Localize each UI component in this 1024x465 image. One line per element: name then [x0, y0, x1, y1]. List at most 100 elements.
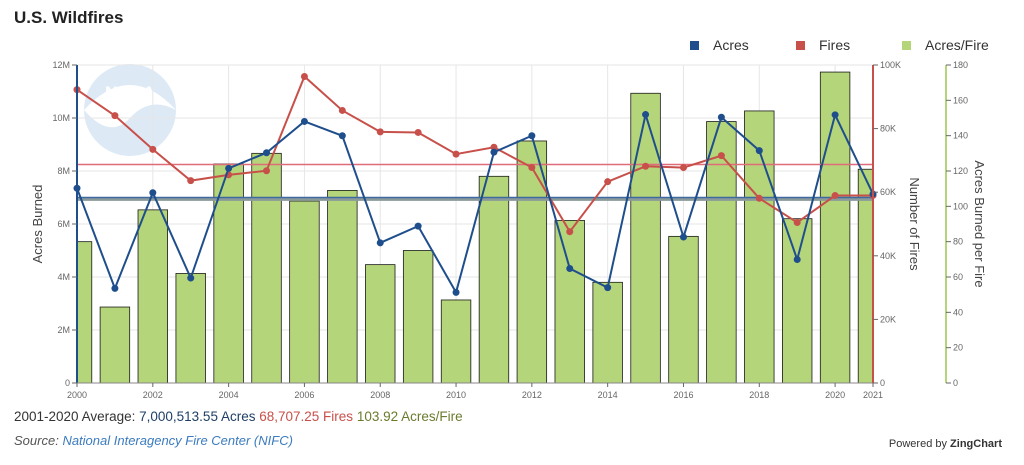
x-tick-label: 2018: [749, 390, 769, 400]
acres-per-fire-bar: [175, 273, 206, 384]
y-acres-per-fire-tick-label: 120: [953, 166, 968, 176]
acres-point: [149, 189, 157, 197]
y-acres-per-fire-tick-label: 20: [953, 343, 963, 353]
x-tick-label: 2008: [370, 390, 390, 400]
acres-point: [414, 222, 422, 230]
acres-per-fire-bar: [592, 281, 623, 384]
y-acres-per-fire-tick-label: 0: [953, 378, 958, 388]
y-left-axis-title: Acres Burned: [30, 185, 45, 264]
x-tick-label: 2010: [446, 390, 466, 400]
fires-point: [149, 145, 157, 153]
powered-prefix: Powered by: [888, 438, 947, 450]
legend-item-acres-per-fire[interactable]: Acres/Fire: [902, 37, 989, 53]
fires-point: [187, 177, 195, 185]
acres-point: [111, 284, 119, 292]
acres-per-fire-bar: [706, 121, 737, 384]
fires-line: [76, 74, 874, 234]
acres-point: [187, 274, 195, 282]
x-tick-label: 2021: [863, 390, 883, 400]
y-left-tick-label: 2M: [57, 325, 70, 335]
chart-title: U.S. Wildfires: [14, 8, 124, 27]
acres-line: [76, 110, 874, 295]
fires-point: [566, 228, 574, 236]
fires-point: [300, 72, 308, 80]
legend-item-acres[interactable]: Acres: [690, 37, 749, 53]
acres-per-fire-bar: [478, 175, 510, 384]
fires-point: [604, 178, 612, 186]
y-fires-tick-label: 100K: [880, 60, 901, 70]
y-left-tick-label: 8M: [57, 166, 70, 176]
acres-per-fire-bar: [668, 235, 699, 384]
acres-per-fire-bar: [554, 220, 585, 384]
y-fires-tick-label: 0: [880, 378, 885, 388]
acres-per-fire-bar: [76, 241, 93, 384]
acres-point: [831, 111, 839, 119]
y-acres-per-fire-tick-label: 40: [953, 307, 963, 317]
acres-per-fire-bar: [440, 299, 472, 384]
acres-point: [755, 147, 763, 155]
chart-legend: Acres Fires Acres/Fire: [690, 37, 1020, 55]
y-fires-tick-label: 20K: [880, 314, 896, 324]
fires-point: [263, 167, 271, 175]
legend-label-acres-per-fire: Acres/Fire: [925, 37, 989, 53]
x-tick-label: 2004: [219, 390, 239, 400]
average-ratio: 103.92 Acres/Fire: [356, 409, 463, 424]
acres-point: [452, 288, 460, 296]
average-prefix: 2001-2020 Average:: [14, 409, 136, 424]
y-left-tick-label: 4M: [57, 272, 70, 282]
average-acres: 7,000,513.55 Acres: [139, 409, 256, 424]
acres-point: [604, 284, 612, 292]
acres-point: [528, 132, 536, 140]
legend-swatch-acres: [690, 40, 699, 50]
powered-by[interactable]: Powered by ZingChart: [889, 438, 1002, 450]
acres-point: [263, 149, 271, 157]
y-acres-per-fire-tick-label: 60: [953, 272, 963, 282]
acres-per-fire-bar: [327, 190, 358, 384]
powered-brand: ZingChart: [950, 438, 1002, 450]
x-tick-label: 2000: [67, 390, 87, 400]
noaa-logo-text: NOAA: [105, 83, 155, 102]
x-tick-label: 2012: [522, 390, 542, 400]
y-acres-per-fire-axis-title: Acres Burned per Fire: [972, 160, 987, 287]
fires-point: [376, 128, 384, 136]
fires-point: [642, 162, 650, 170]
x-tick-label: 2016: [673, 390, 693, 400]
acres-per-fire-bar: [630, 92, 661, 384]
y-acres-per-fire-tick-label: 160: [953, 95, 968, 105]
fires-point: [414, 128, 422, 136]
source-link[interactable]: National Interagency Fire Center (NIFC): [62, 433, 293, 448]
fires-point: [111, 112, 119, 120]
legend-label-acres: Acres: [713, 37, 749, 53]
y-fires-tick-label: 80K: [880, 124, 896, 134]
legend-item-fires[interactable]: Fires: [796, 37, 850, 53]
acres-point: [642, 111, 650, 119]
y-fires-tick-label: 60K: [880, 187, 896, 197]
fires-point: [338, 106, 346, 114]
y-acres-per-fire-tick-label: 140: [953, 131, 968, 141]
acres-point: [793, 256, 801, 264]
x-tick-label: 2002: [143, 390, 163, 400]
acres-per-fire-bar: [289, 200, 320, 384]
fires-point: [793, 218, 801, 226]
fires-point: [528, 163, 536, 171]
y-acres-per-fire-tick-label: 80: [953, 237, 963, 247]
x-tick-label: 2014: [598, 390, 618, 400]
legend-label-fires: Fires: [819, 37, 851, 53]
acres-per-fire-bar: [402, 250, 434, 384]
y-left-tick-label: 6M: [57, 219, 70, 229]
fires-point: [490, 143, 498, 151]
x-tick-label: 2006: [294, 390, 314, 400]
acres-per-fire-bar: [516, 140, 548, 384]
acres-per-fire-bar: [857, 168, 874, 384]
x-tick-label: 2020: [825, 390, 845, 400]
fires-point: [831, 192, 839, 200]
acres-point: [376, 239, 384, 247]
y-fires-tick-label: 40K: [880, 251, 896, 261]
acres-per-fire-bar: [819, 71, 851, 384]
y-acres-per-fire-tick-label: 180: [953, 60, 968, 70]
acres-per-fire-bar: [365, 264, 396, 384]
average-fires: 68,707.25 Fires: [259, 409, 354, 424]
y-left-tick-label: 10M: [52, 113, 70, 123]
acres-point: [338, 132, 346, 140]
